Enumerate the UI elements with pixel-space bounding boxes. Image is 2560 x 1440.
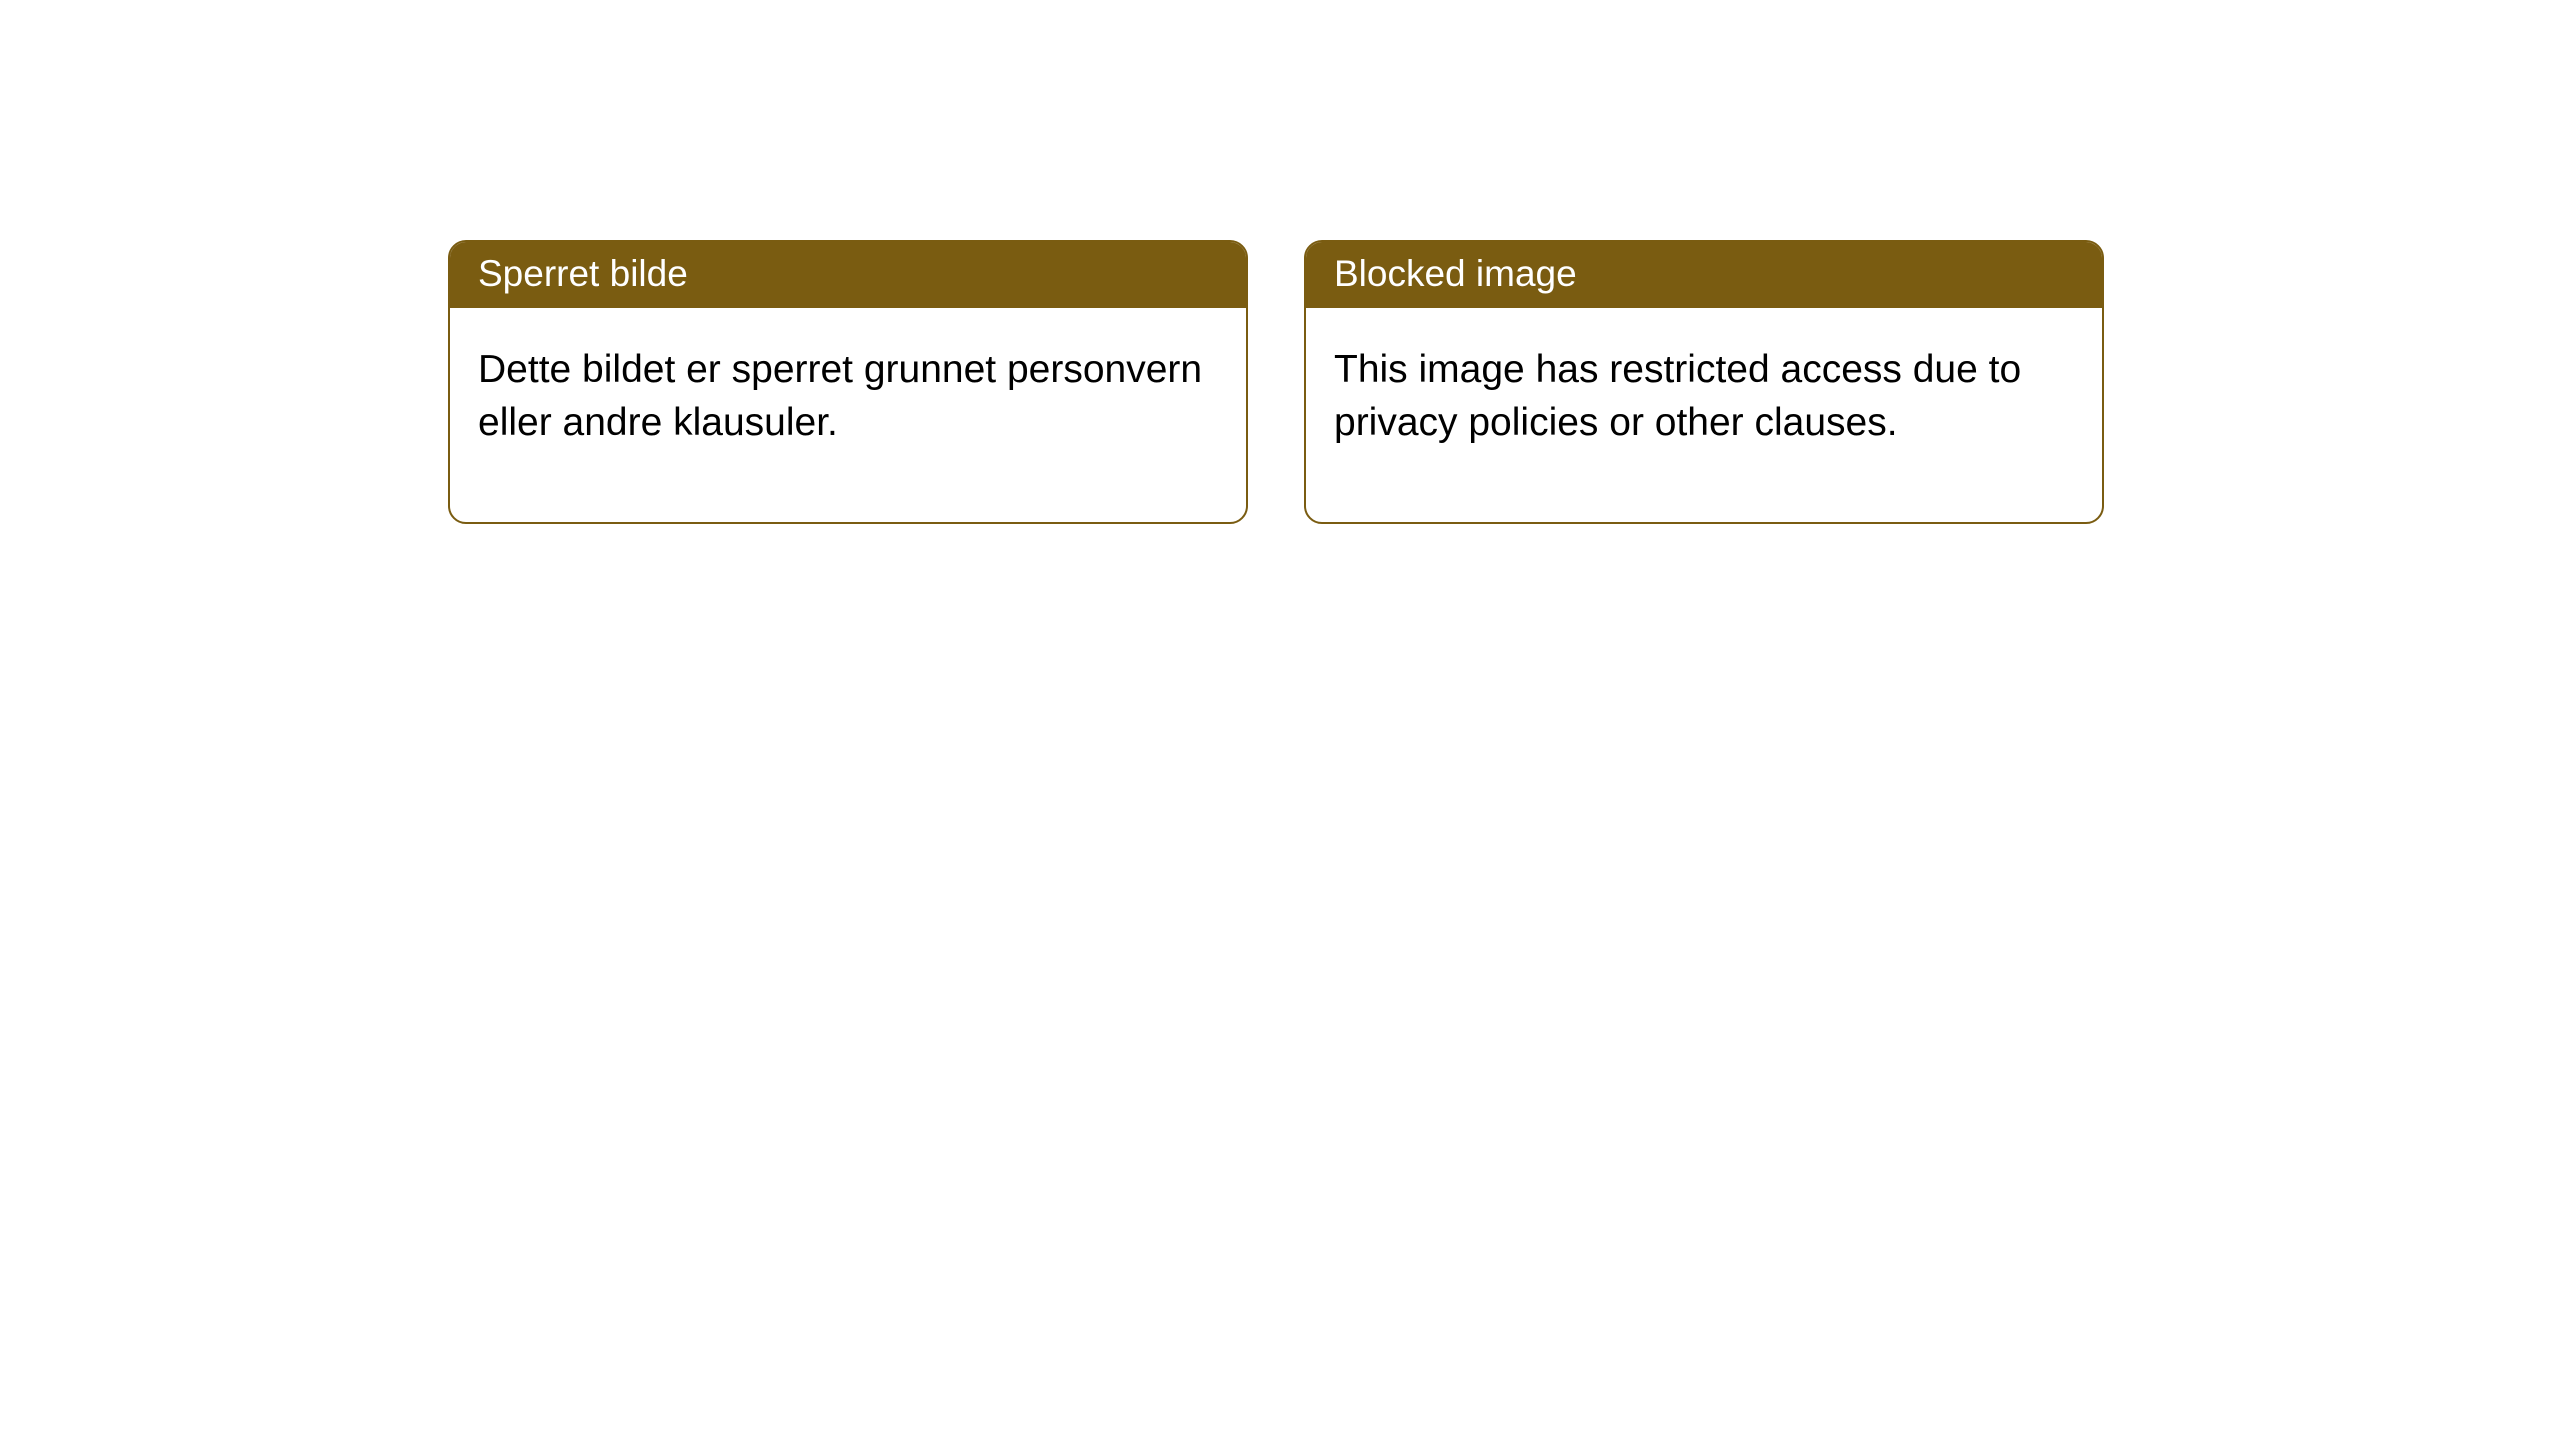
notice-body: This image has restricted access due to …	[1306, 308, 2102, 521]
notice-header: Blocked image	[1306, 242, 2102, 308]
notice-body: Dette bildet er sperret grunnet personve…	[450, 308, 1246, 521]
notice-container: Sperret bilde Dette bildet er sperret gr…	[448, 240, 2104, 524]
notice-card-norwegian: Sperret bilde Dette bildet er sperret gr…	[448, 240, 1248, 524]
notice-card-english: Blocked image This image has restricted …	[1304, 240, 2104, 524]
notice-header: Sperret bilde	[450, 242, 1246, 308]
